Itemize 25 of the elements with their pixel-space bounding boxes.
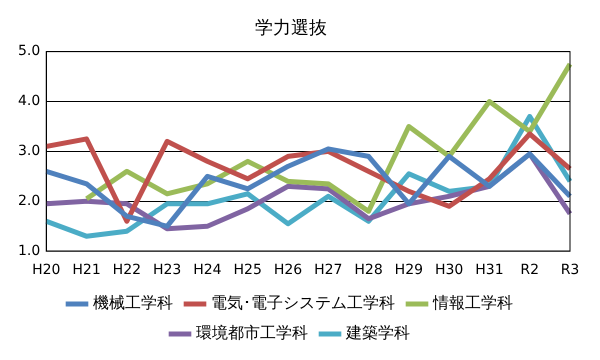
x-tick-label: H23 [152, 262, 182, 278]
x-tick-label: H20 [32, 262, 60, 278]
x-tick-label: H31 [475, 262, 504, 278]
x-tick-label: H26 [274, 262, 302, 278]
x-tick-label: H28 [354, 262, 383, 278]
x-tick-label: R2 [520, 262, 540, 278]
y-tick-label: 2.0 [18, 192, 40, 209]
x-tick-label: H25 [234, 262, 262, 278]
y-tick-label: 5.0 [18, 43, 40, 60]
x-tick-label: H27 [314, 262, 342, 278]
x-tick-label: H24 [193, 262, 222, 278]
y-tick-label: 4.0 [18, 93, 40, 110]
legend-label: 環境都市工学科 [196, 323, 308, 342]
x-tick-label: R3 [560, 262, 580, 278]
legend-label: 電気･電子システム工学科 [211, 293, 395, 312]
legend-label: 機械工学科 [93, 293, 173, 312]
x-tick-label: H29 [394, 262, 424, 278]
legend-label: 建築学科 [345, 323, 410, 342]
legend-label: 情報工学科 [432, 293, 513, 312]
y-tick-label: 1.0 [18, 242, 40, 259]
x-tick-label: H22 [112, 262, 142, 278]
y-tick-label: 3.0 [18, 143, 40, 160]
x-tick-label: H30 [434, 262, 464, 278]
x-tick-label: H21 [72, 262, 101, 278]
chart-title: 学力選抜 [255, 17, 327, 38]
